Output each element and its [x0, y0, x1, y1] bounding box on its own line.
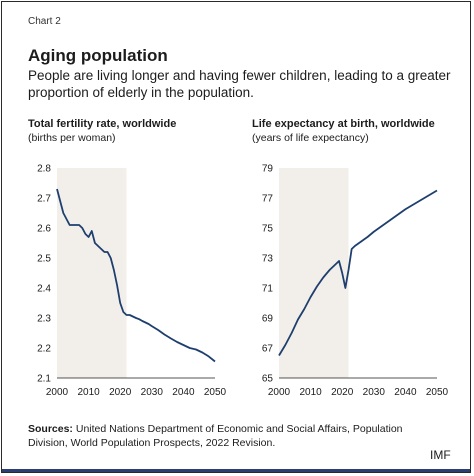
left-x-tick-label: 2030	[141, 387, 164, 398]
right-x-tick-label: 2030	[363, 387, 386, 398]
left-historical-shade	[57, 168, 127, 378]
right-historical-shade	[279, 168, 349, 378]
right-y-tick-label: 71	[262, 284, 274, 295]
right-y-tick-label: 65	[262, 374, 274, 385]
right-panel-unit: (years of life expectancy)	[252, 132, 369, 144]
left-panel-unit: (births per woman)	[28, 132, 116, 144]
right-y-tick-label: 67	[262, 344, 274, 355]
right-y-tick-label: 73	[262, 254, 274, 265]
right-panel-title: Life expectancy at birth, worldwide	[252, 118, 435, 130]
right-y-tick-label: 69	[262, 314, 274, 325]
left-x-tick-label: 2040	[172, 387, 195, 398]
left-y-tick-label: 2.6	[37, 224, 51, 235]
right-series-line	[278, 189, 438, 356]
right-y-tick-label: 79	[262, 164, 274, 175]
left-x-tick-label: 2010	[77, 387, 100, 398]
right-x-tick-label: 2010	[299, 387, 322, 398]
right-y-tick-label: 75	[262, 224, 274, 235]
right-x-tick-label: 2020	[331, 387, 354, 398]
left-y-tick-label: 2.1	[37, 374, 51, 385]
sources-note: Sources: United Nations Department of Ec…	[28, 422, 408, 450]
left-x-tick-label: 2000	[46, 387, 69, 398]
chart-subtitle: People are living longer and having fewe…	[28, 68, 451, 100]
chart-number: Chart 2	[28, 16, 61, 27]
right-y-tick-label: 77	[262, 194, 274, 205]
left-panel-title: Total fertility rate, worldwide	[28, 118, 177, 130]
right-x-tick-label: 2040	[394, 387, 417, 398]
left-x-tick-label: 2020	[109, 387, 132, 398]
left-y-tick-label: 2.8	[37, 164, 51, 175]
left-y-tick-label: 2.2	[37, 344, 51, 355]
left-y-tick-label: 2.3	[37, 314, 51, 325]
left-series-line	[56, 188, 216, 363]
left-y-tick-label: 2.5	[37, 254, 51, 265]
right-x-tick-label: 2000	[268, 387, 291, 398]
right-x-tick-label: 2050	[426, 387, 449, 398]
left-y-tick-label: 2.7	[37, 194, 51, 205]
bottom-accent-bar	[2, 469, 470, 472]
sources-label: Sources:	[28, 423, 73, 435]
sources-text: United Nations Department of Economic an…	[28, 423, 403, 449]
left-x-tick-label: 2050	[204, 387, 227, 398]
imf-logo: IMF	[430, 448, 451, 462]
chart-title: Aging population	[28, 46, 168, 65]
left-y-tick-label: 2.4	[37, 284, 51, 295]
